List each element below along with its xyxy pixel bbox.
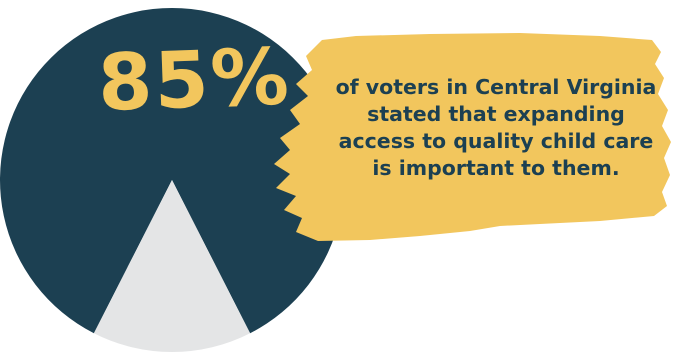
caption-line: is important to them. [372, 156, 620, 180]
caption-text: of voters in Central Virginia stated tha… [316, 74, 676, 182]
caption-line: stated that expanding [367, 102, 625, 126]
caption-line: of voters in Central Virginia [335, 75, 657, 99]
pie-slice-main [0, 8, 344, 334]
pie-slice-remainder [93, 180, 251, 352]
brush-stroke-highlight [274, 33, 671, 241]
caption-line: access to quality child care [338, 129, 654, 153]
highlight-percentage: 85% [96, 32, 293, 130]
